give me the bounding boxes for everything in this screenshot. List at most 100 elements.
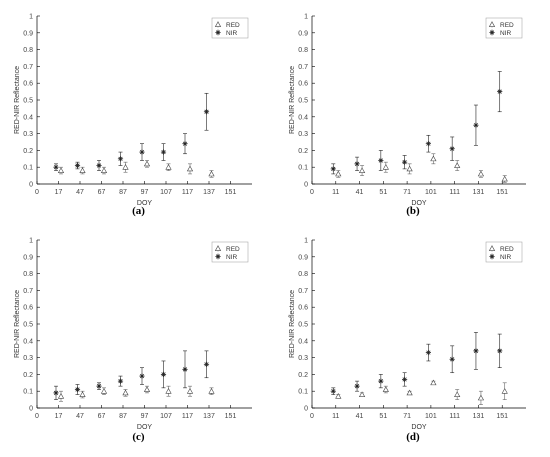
legend-label-red: RED (226, 22, 240, 29)
data-point-nir (182, 141, 188, 147)
data-point-red (430, 155, 437, 162)
star-stroke (473, 123, 479, 128)
legend-label-nir: NIR (500, 30, 512, 37)
star-stroke (118, 156, 123, 161)
x-tick-label: 101 (425, 189, 437, 196)
y-tick-label: 0.6 (298, 305, 308, 312)
y-tick-label: 0.8 (298, 271, 308, 278)
star-stroke (426, 141, 431, 146)
x-tick-label: 0 (35, 413, 39, 420)
legend-marker-red (214, 21, 222, 27)
x-tick-label: 71 (403, 189, 411, 196)
panel-b: 0 0.1 0.2 0.3 0.4 0.5 0.6 0.7 0.8 0.9 1 0 11 41 51 71 10… (289, 14, 526, 217)
star-stroke (215, 30, 221, 35)
data-point-red (335, 393, 342, 399)
data-point-red (186, 387, 194, 394)
star-stroke (489, 30, 495, 35)
panel-d: 0 0.1 0.2 0.3 0.4 0.5 0.6 0.7 0.8 0.9 1 0 11 41 51 71 10… (289, 238, 526, 443)
legend-marker-red (488, 245, 496, 251)
x-tick-label: 41 (356, 189, 364, 196)
y-tick-label: 0.3 (23, 355, 33, 362)
data-point-red (143, 386, 151, 392)
data-point-nir (117, 378, 124, 384)
star-stroke (53, 390, 59, 395)
panel-a: 0 0.1 0.2 0.3 0.4 0.5 0.6 0.7 0.8 0.9 1 0 17 47 67 87 97… (14, 14, 252, 217)
x-tick-label: 117 (182, 189, 193, 196)
data-point-red (430, 379, 437, 386)
x-tick-label: 87 (119, 413, 127, 420)
star-stroke (182, 141, 188, 146)
x-axis-label: DOY (137, 424, 153, 431)
y-tick-label: 0.1 (298, 165, 308, 172)
x-tick-label: 97 (141, 413, 149, 420)
star-stroke (450, 357, 455, 362)
star-stroke (378, 379, 383, 384)
y-tick-label: 0.8 (23, 271, 33, 278)
legend-label-red: RED (500, 22, 514, 29)
y-tick-label: 0.6 (298, 81, 308, 88)
star-stroke (426, 350, 431, 355)
data-point-nir (117, 156, 124, 162)
x-tick-label: 11 (332, 413, 339, 420)
x-tick-label: 151 (496, 413, 508, 420)
y-axis-label: RED-NIR Reflectance (14, 290, 21, 358)
x-tick-label: 151 (496, 189, 508, 196)
x-tick-label: 0 (310, 413, 314, 420)
legend-box (211, 241, 249, 263)
star-stroke (402, 377, 407, 382)
y-tick-label: 0.4 (23, 114, 33, 121)
star-stroke (75, 387, 80, 392)
y-tick-label: 1 (304, 14, 308, 21)
x-tick-label: 151 (225, 189, 237, 196)
x-tick-label: 0 (35, 189, 39, 196)
legend-label-nir: NIR (226, 254, 238, 261)
y-tick-label: 0.3 (298, 131, 308, 138)
data-point-red (57, 393, 65, 399)
data-point-nir (497, 89, 503, 95)
x-tick-label: 51 (379, 189, 387, 196)
series-red (335, 379, 508, 405)
y-tick-label: 0.7 (298, 64, 308, 71)
series-nir (53, 350, 210, 400)
y-tick-label: 0.5 (23, 322, 33, 329)
legend-box (485, 241, 523, 263)
panel-label: (c) (132, 431, 145, 443)
data-point-red (100, 167, 108, 173)
data-point-red (382, 163, 389, 170)
data-point-nir (53, 390, 59, 396)
y-tick-label: 0.8 (23, 47, 33, 54)
star-stroke (96, 163, 102, 168)
y-tick-label: 0.3 (23, 131, 33, 138)
x-tick-label: 47 (76, 413, 84, 420)
x-tick-label: 11 (332, 189, 339, 196)
star-stroke (215, 254, 221, 259)
legend-label-nir: NIR (500, 254, 512, 261)
star-stroke (96, 384, 102, 389)
x-tick-label: 131 (473, 189, 485, 196)
data-point-nir (497, 348, 503, 354)
data-point-nir (473, 122, 479, 128)
x-tick-label: 71 (403, 413, 411, 420)
data-point-red (79, 391, 86, 397)
x-tick-label: 41 (356, 413, 364, 420)
x-tick-label: 117 (182, 413, 193, 420)
y-tick-label: 0.1 (298, 389, 308, 396)
star-stroke (75, 163, 80, 168)
data-point-red (165, 387, 172, 394)
data-point-red (208, 387, 215, 394)
star-stroke (204, 362, 209, 367)
y-tick-label: 0.6 (23, 305, 33, 312)
x-tick-label: 67 (98, 189, 106, 196)
data-point-red (57, 167, 65, 173)
data-point-red (454, 391, 461, 397)
data-point-nir (330, 388, 336, 394)
star-stroke (331, 389, 336, 394)
legend-marker-nir (489, 29, 495, 36)
y-tick-label: 0.2 (298, 148, 308, 155)
data-point-nir (182, 366, 188, 372)
x-tick-label: 107 (160, 413, 172, 420)
data-point-nir (425, 349, 431, 356)
x-tick-label: 151 (225, 413, 237, 420)
